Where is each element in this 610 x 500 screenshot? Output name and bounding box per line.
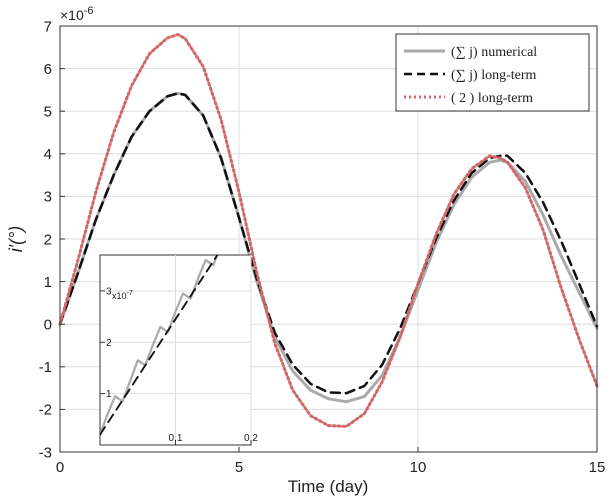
inset-xtick-label: 0.1 [169, 433, 183, 444]
inset-series-1-line [100, 255, 219, 436]
main-series-2-line [58, 33, 599, 428]
legend-label-eq2: ( 2 ) long-term [451, 91, 533, 106]
main-ytick-label: 7 [44, 18, 52, 35]
inset-ytick-label: 1 [106, 389, 112, 400]
main-ytick-label: 0 [44, 316, 52, 333]
main-xtick-label: 5 [235, 459, 243, 476]
legend-label-numerical: (∑ j) numerical [451, 45, 537, 60]
legend-label-longterm: (∑ j) long-term [451, 68, 537, 83]
main-series-group [58, 33, 599, 428]
inset-ytick-label: 2 [106, 338, 112, 349]
y-axis-label: i′(°) [6, 226, 26, 253]
main-ytick-label: 6 [44, 61, 52, 78]
main-ticks: 0 5 10 15 -3 -2 -1 0 1 2 3 4 5 6 7 [39, 18, 606, 476]
main-ytick-label: -3 [39, 444, 52, 461]
main-ytick-label: 4 [44, 146, 52, 163]
inset-xtick-label: 0.2 [244, 433, 258, 444]
x-axis-label: Time (day) [288, 477, 369, 496]
inset-exponent-label: x10-7 [112, 290, 133, 301]
inset-series-group [100, 255, 219, 436]
inset-chart: 0.1 0.2 1 2 3 x10-7 [99, 254, 258, 446]
inset-ytick-label: 3 [106, 286, 112, 297]
inset-ticks: 0.1 0.2 1 2 3 [100, 286, 258, 445]
main-series-1-line [58, 92, 599, 395]
main-ytick-label: 3 [44, 189, 52, 206]
main-ytick-label: 5 [44, 103, 52, 120]
main-ytick-label: -2 [39, 402, 52, 419]
main-xtick-label: 10 [410, 459, 427, 476]
main-ytick-label: 1 [44, 274, 52, 291]
main-xtick-label: 0 [56, 459, 64, 476]
y-exponent-label: ×10-6 [60, 5, 94, 23]
main-xtick-label: 15 [589, 459, 606, 476]
legend: (∑ j) numerical (∑ j) long-term ( 2 ) lo… [395, 33, 590, 112]
main-ytick-label: -1 [39, 359, 52, 376]
legend-box [395, 33, 590, 112]
main-ytick-label: 2 [44, 231, 52, 248]
